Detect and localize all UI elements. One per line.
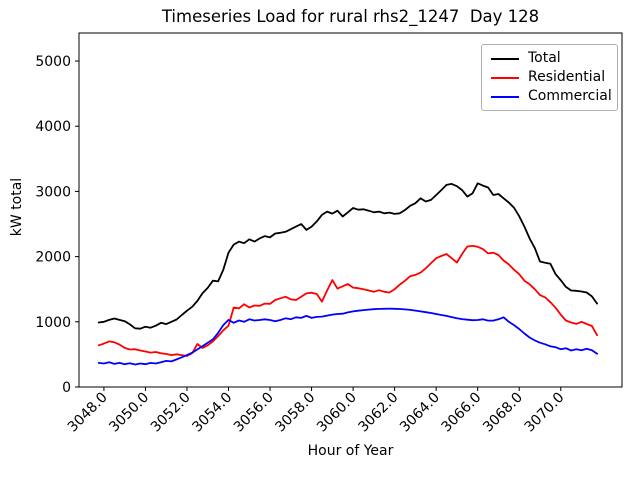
svg-text:3048.0: 3048.0 bbox=[65, 390, 111, 436]
svg-text:2000: 2000 bbox=[35, 250, 71, 266]
svg-text:3062.0: 3062.0 bbox=[355, 390, 401, 436]
total-line-swatch bbox=[491, 57, 519, 60]
y-axis-label: kW total bbox=[9, 177, 25, 237]
legend: Total Residential Commercial bbox=[481, 44, 618, 111]
legend-label-commercial: Commercial bbox=[528, 88, 612, 104]
svg-text:3066.0: 3066.0 bbox=[439, 390, 485, 436]
legend-item-commercial: Commercial bbox=[491, 88, 612, 104]
chart-title: Timeseries Load for rural rhs2_1247 Day … bbox=[161, 7, 540, 26]
legend-label-residential: Residential bbox=[528, 69, 606, 85]
svg-text:3056.0: 3056.0 bbox=[231, 390, 277, 436]
svg-text:3054.0: 3054.0 bbox=[189, 390, 235, 436]
svg-text:3058.0: 3058.0 bbox=[272, 390, 318, 436]
svg-text:3000: 3000 bbox=[35, 184, 71, 200]
svg-text:4000: 4000 bbox=[35, 119, 71, 135]
svg-text:3070.0: 3070.0 bbox=[522, 390, 568, 436]
svg-text:0: 0 bbox=[62, 380, 71, 396]
x-axis-label: Hour of Year bbox=[307, 443, 394, 459]
svg-text:3068.0: 3068.0 bbox=[480, 390, 526, 436]
legend-item-residential: Residential bbox=[491, 70, 609, 85]
svg-text:3052.0: 3052.0 bbox=[148, 390, 194, 436]
svg-text:3064.0: 3064.0 bbox=[397, 390, 443, 436]
svg-text:1000: 1000 bbox=[35, 315, 71, 331]
legend-item-total: Total bbox=[491, 51, 609, 66]
svg-text:3050.0: 3050.0 bbox=[106, 390, 152, 436]
legend-label-total: Total bbox=[528, 50, 561, 66]
svg-text:3060.0: 3060.0 bbox=[314, 390, 360, 436]
residential-line-swatch bbox=[491, 76, 519, 79]
commercial-line-swatch bbox=[491, 95, 519, 98]
svg-text:5000: 5000 bbox=[35, 54, 71, 70]
